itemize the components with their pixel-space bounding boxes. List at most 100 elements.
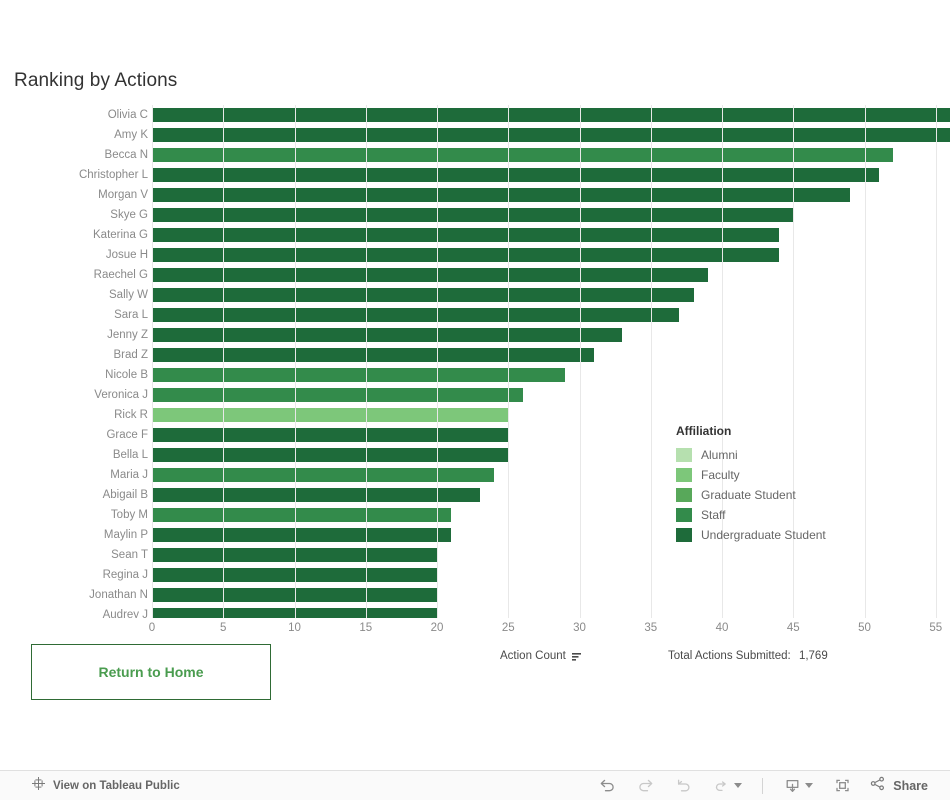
chart-row: Veronica J: [0, 385, 950, 405]
bar[interactable]: [152, 608, 437, 618]
bar[interactable]: [152, 388, 523, 402]
legend-item[interactable]: Alumni: [676, 445, 906, 465]
row-label: Amy K: [114, 129, 148, 141]
bar[interactable]: [152, 188, 851, 202]
legend-item[interactable]: Faculty: [676, 465, 906, 485]
x-axis-tick: 35: [644, 622, 658, 634]
fullscreen-icon[interactable]: [825, 773, 859, 799]
bar[interactable]: [152, 248, 779, 262]
bar[interactable]: [152, 208, 794, 222]
legend-swatch: [676, 508, 692, 522]
total-actions-caption: Total Actions Submitted: 1,769: [668, 650, 828, 662]
bar[interactable]: [152, 488, 480, 502]
bar[interactable]: [152, 128, 950, 142]
bar-track: [152, 305, 950, 325]
chart-row: Audrey J: [0, 605, 950, 618]
bar-track: [152, 185, 950, 205]
bar[interactable]: [152, 468, 494, 482]
bar-track: [152, 105, 950, 125]
legend-swatch: [676, 468, 692, 482]
legend-swatch: [676, 448, 692, 462]
chart-row: Sara L: [0, 305, 950, 325]
legend-label: Alumni: [701, 448, 738, 462]
bar[interactable]: [152, 428, 509, 442]
chart-row: Raechel G: [0, 265, 950, 285]
return-to-home-button[interactable]: Return to Home: [31, 644, 271, 700]
bar-track: [152, 485, 950, 505]
bar[interactable]: [152, 108, 950, 122]
chart-row: Nicole B: [0, 365, 950, 385]
chart-row: Regina J: [0, 565, 950, 585]
bar[interactable]: [152, 408, 509, 422]
row-label: Sally W: [109, 289, 148, 301]
bar[interactable]: [152, 168, 879, 182]
legend-item[interactable]: Graduate Student: [676, 485, 906, 505]
bar-track: [152, 245, 950, 265]
view-on-tableau-public-link[interactable]: View on Tableau Public: [31, 776, 180, 796]
undo-icon[interactable]: [590, 773, 624, 799]
legend-items: Alumni Faculty Graduate Student Staff Underg…: [676, 445, 906, 545]
sort-descending-icon[interactable]: [571, 651, 582, 662]
row-label: Nicole B: [105, 369, 148, 381]
toolbar-actions: Share: [590, 773, 936, 799]
legend-swatch: [676, 528, 692, 542]
row-label: Rick R: [114, 409, 148, 421]
row-label: Sara L: [114, 309, 148, 321]
chevron-down-icon[interactable]: [805, 783, 814, 788]
row-label: Veronica J: [94, 389, 148, 401]
row-label: Jenny Z: [107, 329, 148, 341]
chevron-down-icon[interactable]: [734, 783, 743, 788]
bar-track: [152, 525, 950, 545]
download-button[interactable]: [775, 773, 821, 799]
return-to-home-label: Return to Home: [98, 664, 204, 680]
bar[interactable]: [152, 228, 779, 242]
bar[interactable]: [152, 288, 694, 302]
bar[interactable]: [152, 508, 452, 522]
legend-item[interactable]: Undergraduate Student: [676, 525, 906, 545]
chart-row: Maylin P: [0, 525, 950, 545]
row-label: Grace F: [106, 429, 148, 441]
bar[interactable]: [152, 308, 680, 322]
redo-icon[interactable]: [628, 773, 662, 799]
bar[interactable]: [152, 148, 893, 162]
chart-row: Rick R: [0, 405, 950, 425]
legend-label: Undergraduate Student: [701, 528, 826, 542]
legend-swatch: [676, 488, 692, 502]
toolbar-divider: [762, 777, 764, 794]
bar[interactable]: [152, 568, 437, 582]
row-label: Toby M: [110, 509, 148, 521]
row-label: Josue H: [105, 249, 148, 261]
bar-track: [152, 545, 950, 565]
x-axis-tick: 10: [288, 622, 301, 634]
dashboard-canvas: Ranking by Actions Olivia C Amy K Becca N C…: [0, 70, 950, 700]
row-label: Morgan V: [98, 189, 148, 201]
bar-track: [152, 205, 950, 225]
axis-title[interactable]: Action Count: [500, 650, 582, 662]
bar[interactable]: [152, 368, 566, 382]
bar-track: [152, 125, 950, 145]
bar[interactable]: [152, 588, 437, 602]
bar[interactable]: [152, 448, 509, 462]
bar[interactable]: [152, 328, 623, 342]
chart-row: Jonathan N: [0, 585, 950, 605]
chart-rows-container: Olivia C Amy K Becca N Christopher L Morgan …: [0, 105, 950, 618]
view-on-tableau-public-label: View on Tableau Public: [53, 779, 180, 792]
bar[interactable]: [152, 528, 452, 542]
bar[interactable]: [152, 268, 708, 282]
chart-row: Bella L: [0, 445, 950, 465]
bar[interactable]: [152, 548, 437, 562]
legend-item[interactable]: Staff: [676, 505, 906, 525]
chart-row: Maria J: [0, 465, 950, 485]
chart-row: Morgan V: [0, 185, 950, 205]
bar-track: [152, 405, 950, 425]
refresh-button[interactable]: [704, 773, 750, 799]
x-axis-tick: 25: [501, 622, 515, 634]
row-label: Raechel G: [93, 269, 148, 281]
row-label: Christopher L: [78, 169, 148, 181]
revert-icon[interactable]: [666, 773, 700, 799]
bar-track: [152, 285, 950, 305]
share-button[interactable]: Share: [869, 775, 928, 797]
bar[interactable]: [152, 348, 594, 362]
bar-track: [152, 565, 950, 585]
